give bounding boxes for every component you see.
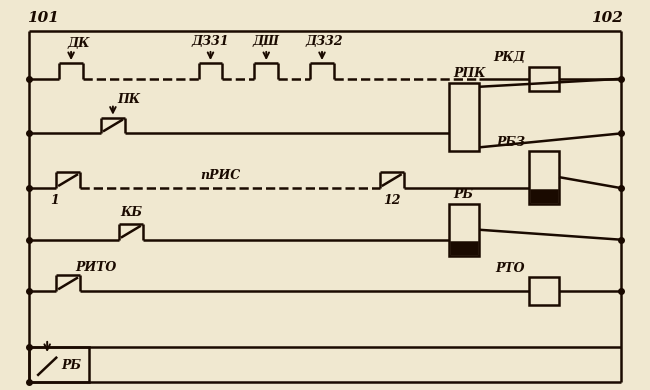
Text: КБ: КБ xyxy=(120,206,142,219)
Text: 102: 102 xyxy=(591,11,623,25)
Text: РКД: РКД xyxy=(493,51,525,64)
Text: РИТО: РИТО xyxy=(75,261,116,274)
Text: РПК: РПК xyxy=(454,67,486,80)
Bar xyxy=(529,151,559,204)
Text: ПК: ПК xyxy=(117,93,140,106)
Text: РБ: РБ xyxy=(454,188,473,202)
Text: ДШ: ДШ xyxy=(253,35,280,48)
Text: РБ: РБ xyxy=(61,359,81,372)
Text: ДК: ДК xyxy=(68,37,90,50)
Bar xyxy=(449,83,479,151)
Bar xyxy=(449,204,479,255)
Text: 12: 12 xyxy=(383,195,400,207)
Text: ДЗ32: ДЗ32 xyxy=(306,35,343,48)
Text: РБЗ: РБЗ xyxy=(496,136,525,149)
Bar xyxy=(529,67,559,91)
Text: 101: 101 xyxy=(27,11,59,25)
Bar xyxy=(529,277,559,305)
Bar xyxy=(452,242,477,254)
Text: ДЗ31: ДЗ31 xyxy=(192,35,229,48)
Text: РТО: РТО xyxy=(496,262,525,275)
Text: 1: 1 xyxy=(50,195,58,207)
Bar xyxy=(29,347,89,382)
Bar xyxy=(531,190,557,202)
Text: пРИС: пРИС xyxy=(200,168,240,182)
